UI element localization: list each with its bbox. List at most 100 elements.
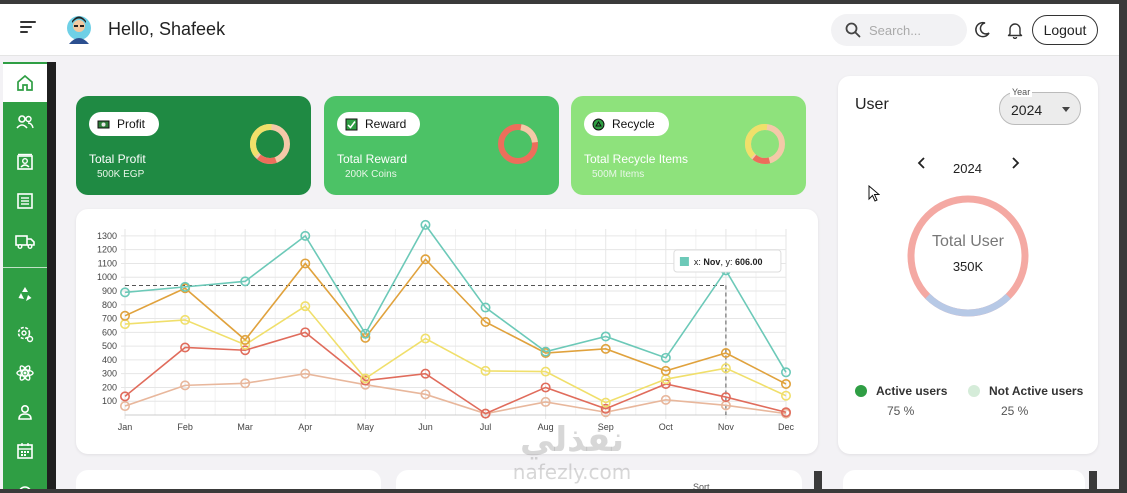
sidebar-item-profile[interactable] [3,393,47,431]
sidebar-item-delivery[interactable] [3,222,47,260]
bottom-panel-2 [396,470,802,493]
legend-active-dot [855,385,867,397]
sidebar-item-settings[interactable] [3,315,47,353]
legend-active-percent: 75 % [887,404,915,418]
year-select-label: Year [1010,87,1033,97]
sidebar-item-recycle[interactable] [3,275,47,313]
series-point[interactable] [360,328,371,339]
series-point[interactable] [240,378,251,389]
series-point[interactable] [119,310,130,321]
series-point[interactable] [540,382,551,393]
sidebar-scrollbar[interactable] [47,62,56,489]
series-point[interactable] [180,314,191,325]
series-point[interactable] [720,348,731,359]
next-year-button[interactable] [1009,156,1021,175]
dark-mode-icon[interactable] [973,21,991,39]
series-point[interactable] [780,390,791,401]
profit-card[interactable]: Profit Total Profit 500K EGP [76,96,311,195]
series-point[interactable] [300,230,311,241]
series-point[interactable] [540,396,551,407]
series-point[interactable] [240,334,251,345]
sidebar-item-calendar[interactable] [3,432,47,470]
series-point[interactable] [420,333,431,344]
series-point[interactable] [360,373,371,384]
series-point[interactable] [420,368,431,379]
year-select[interactable]: Year 2024 [999,87,1081,125]
series-point[interactable] [300,327,311,338]
x-tick-label: Apr [298,422,312,432]
user-avatar[interactable] [65,14,93,46]
notification-bell-icon[interactable] [1006,21,1024,39]
series-point[interactable] [600,397,611,408]
ring-not-active-segment [907,195,1029,317]
series-point[interactable] [540,366,551,377]
profit-donut-chart [250,124,290,164]
recycle-card[interactable]: Recycle Total Recycle Items 500M Items [571,96,806,195]
series-point[interactable] [420,254,431,265]
y-tick-label: 700 [102,314,117,324]
sidebar-item-more[interactable] [3,471,47,493]
series-point[interactable] [300,368,311,379]
atom-icon [16,365,34,381]
monthly-line-chart[interactable]: 100 200 300 400 500 600 700 800 900 1000 1100 1200 1… [76,209,818,454]
sidebar-item-list[interactable] [3,182,47,220]
previous-year-button[interactable] [916,156,928,175]
sidebar-item-science[interactable] [3,354,47,392]
series-point[interactable] [119,391,130,402]
series-point[interactable] [180,342,191,353]
series-point[interactable] [660,365,671,376]
series-point[interactable] [240,276,251,287]
series-point[interactable] [600,403,611,414]
ring-value: 350K [952,259,984,274]
y-tick-label: 600 [102,327,117,337]
series-point[interactable] [119,287,130,298]
series-point[interactable] [660,394,671,405]
series-point[interactable] [240,345,251,356]
series-point[interactable] [180,281,191,292]
current-year-label: 2024 [953,161,982,176]
series-point[interactable] [780,367,791,378]
menu-toggle-button[interactable] [20,21,38,39]
series-point[interactable] [300,258,311,269]
series-point[interactable] [480,317,491,328]
reward-card[interactable]: Reward Total Reward 200K Coins [324,96,559,195]
series-point[interactable] [780,407,791,418]
series-line [124,305,787,404]
window-frame-right [1119,0,1127,493]
search-box[interactable] [831,14,967,46]
reward-donut-chart [498,124,538,164]
series-point[interactable] [720,363,731,374]
sidebar-item-home[interactable] [3,64,47,102]
series-line [124,223,787,373]
y-tick-label: 400 [102,355,117,365]
sidebar-item-contacts[interactable] [3,143,47,181]
sidebar-item-users[interactable] [3,103,47,141]
money-icon [97,120,110,128]
series-point[interactable] [660,352,671,363]
series-point[interactable] [420,389,431,400]
legend-not-active-users: Not Active users [968,384,1083,398]
tooltip-text: x: Nov, y: 606.00 [694,257,763,267]
contacts-icon [17,153,33,170]
series-point[interactable] [480,408,491,419]
series-point[interactable] [540,346,551,357]
series-point[interactable] [720,392,731,403]
series-point[interactable] [180,380,191,391]
bottom-scrollbar-1[interactable] [814,471,822,493]
series-point[interactable] [300,301,311,312]
series-point[interactable] [119,401,130,412]
series-point[interactable] [600,331,611,342]
y-tick-label: 1200 [97,245,117,255]
chart-tooltip: x: Nov, y: 606.00 [673,249,782,273]
search-input[interactable] [869,22,959,38]
series-point[interactable] [480,365,491,376]
series-line [124,372,787,415]
y-tick-label: 500 [102,341,117,351]
logout-button[interactable]: Logout [1032,15,1098,45]
recycle-value: 500M Items [592,169,645,180]
bottom-scrollbar-2[interactable] [1089,471,1097,493]
series-point[interactable] [600,343,611,354]
series-point[interactable] [480,302,491,313]
series-point[interactable] [420,219,431,230]
series-point[interactable] [780,379,791,390]
